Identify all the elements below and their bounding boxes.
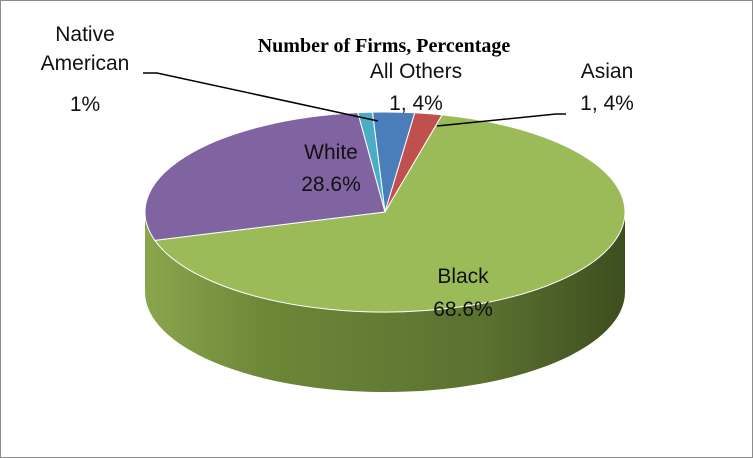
pie-side-wall [145, 212, 625, 392]
black-value-label: 68.6% [433, 298, 493, 321]
chart-title: Number of Firms, Percentage [258, 35, 511, 57]
pie-depth [145, 212, 625, 392]
white-value-label: 28.6% [301, 173, 361, 196]
asian-value-label: 1, 4% [580, 92, 634, 115]
pie-slices [144, 111, 626, 313]
pie-slice-black [153, 114, 626, 313]
native-american-label-line1: Native [55, 23, 115, 46]
asian-label: Asian [581, 60, 634, 83]
all-others-label: All Others [370, 60, 462, 83]
leader-line-native-american [143, 72, 379, 122]
all-others-value-label: 1, 4% [389, 92, 443, 115]
native-american-value-label: 1% [70, 93, 100, 116]
white-label: White [304, 141, 358, 164]
leader-lines [143, 72, 566, 127]
pie-slice-native-american [357, 111, 386, 213]
leader-line-asian [436, 113, 566, 127]
native-american-label-line2: American [41, 52, 130, 75]
pie-slice-white [144, 112, 386, 241]
black-label: Black [437, 265, 489, 288]
